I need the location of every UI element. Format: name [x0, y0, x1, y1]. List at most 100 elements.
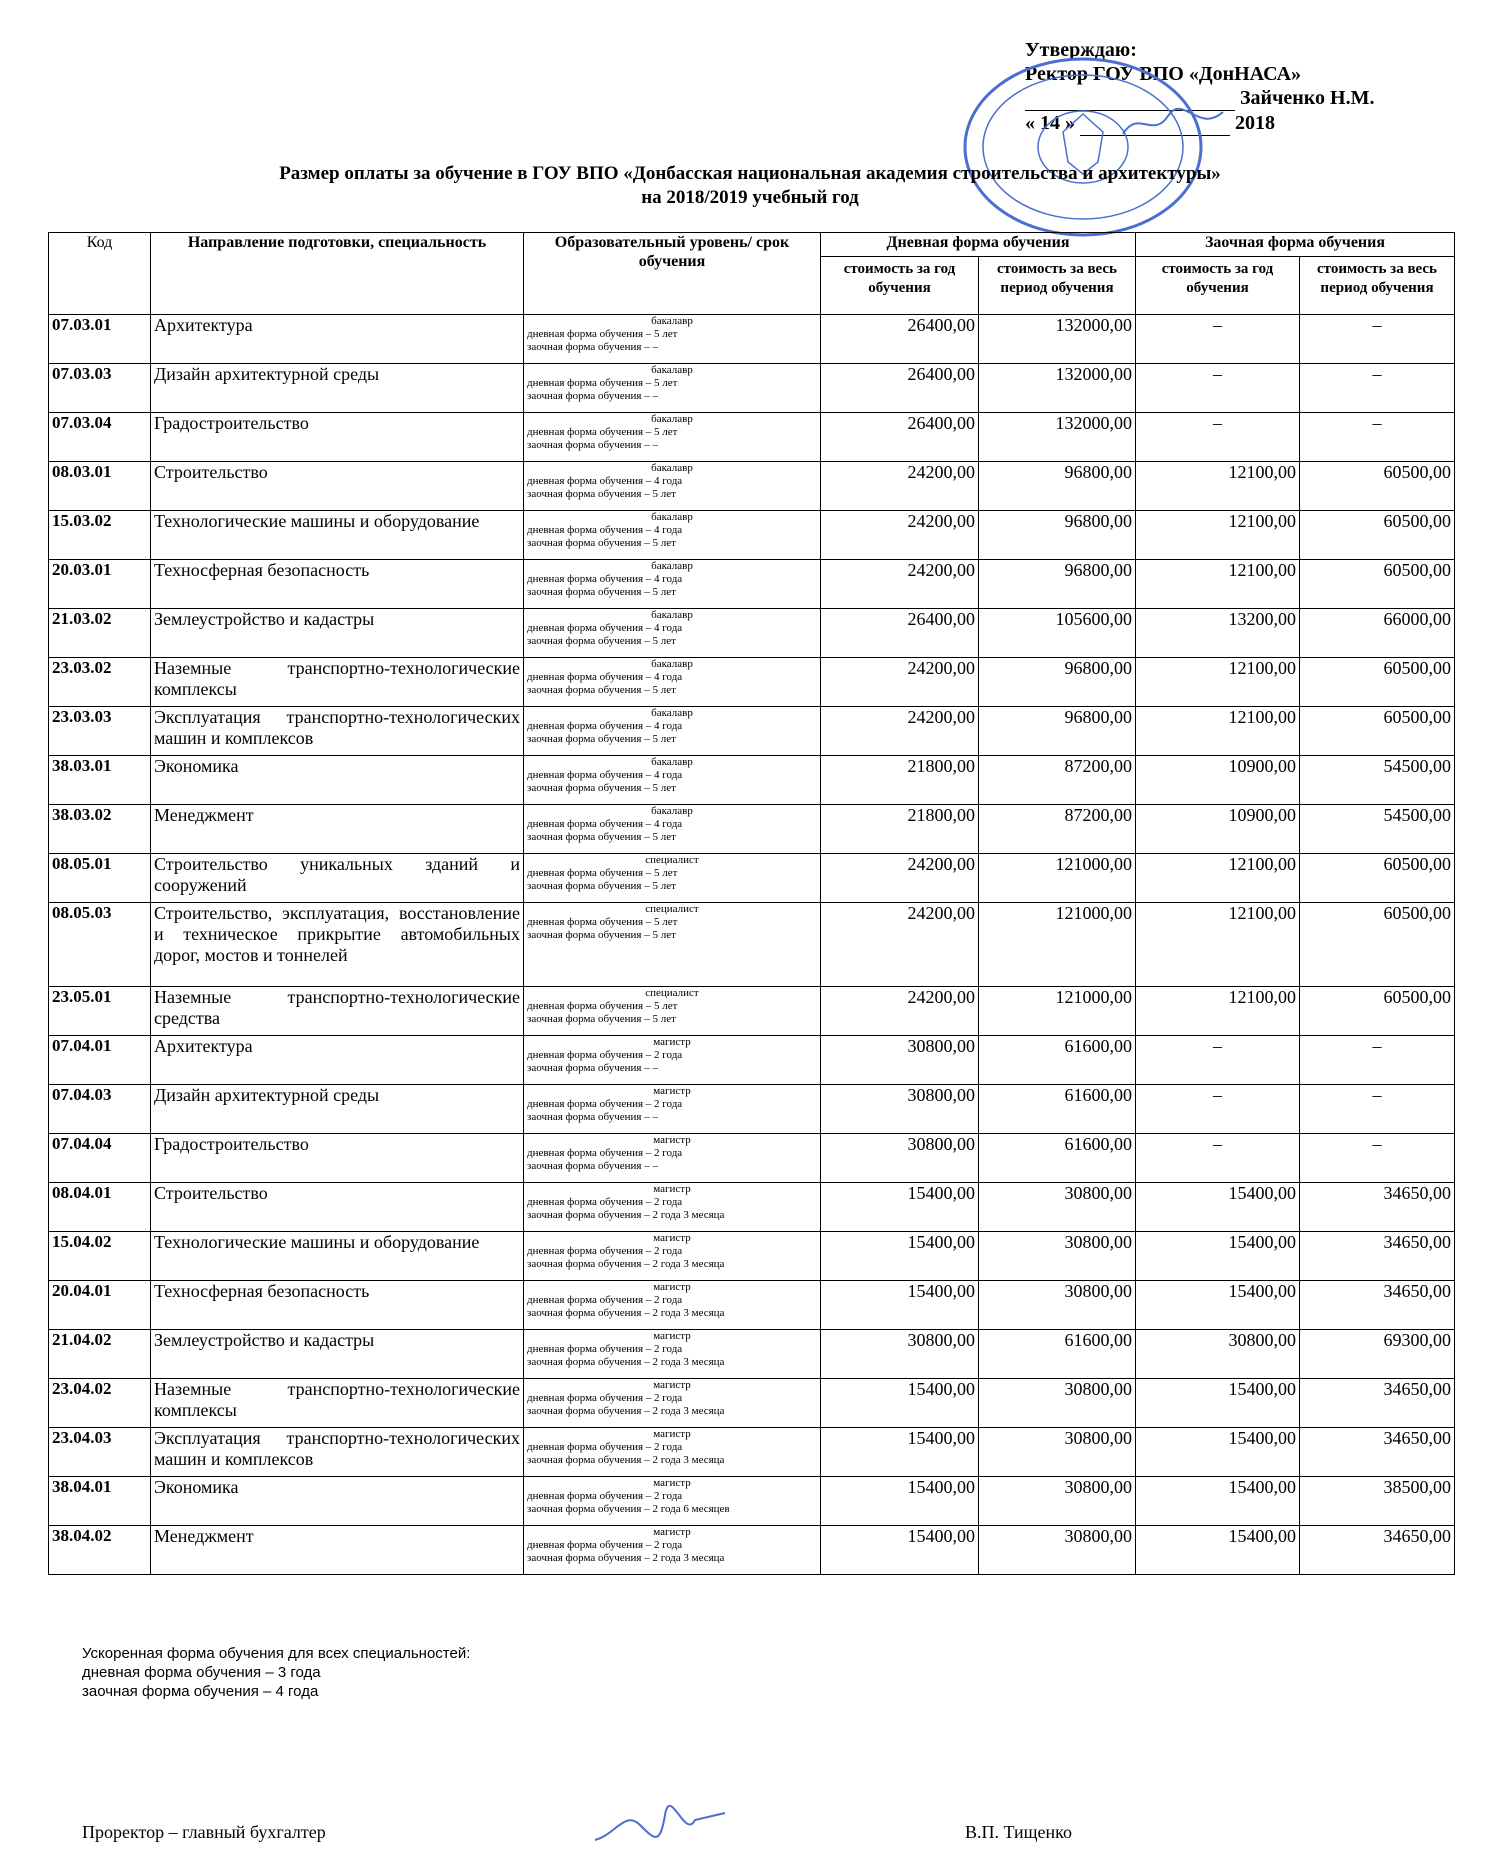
- row-specialty: Техносферная безопасность: [150, 559, 524, 609]
- table-row: 07.03.01 Архитектура бакалавр дневная форма…: [48, 314, 1455, 364]
- row-day-duration: дневная форма обучения – 2 года: [527, 1490, 683, 1502]
- row-ext-duration: заочная форма обучения – 5 лет: [527, 537, 676, 549]
- row-day-duration: дневная форма обучения – 2 года: [527, 1049, 683, 1061]
- row-ext-cost-year: 15400,00: [1135, 1280, 1300, 1330]
- table-row: 08.05.01 Строительство уникальных зданий …: [48, 853, 1455, 903]
- note-line-3: заочная форма обучения – 4 года: [82, 1683, 319, 1700]
- row-degree: специалист: [645, 854, 699, 866]
- row-level: бакалавр дневная форма обучения – 5 лет за…: [523, 314, 821, 364]
- row-level: бакалавр дневная форма обучения – 5 лет за…: [523, 412, 821, 462]
- row-day-cost-period: 61600,00: [978, 1133, 1136, 1183]
- row-day-duration: дневная форма обучения – 4 года: [527, 818, 683, 830]
- row-ext-cost-year: 15400,00: [1135, 1231, 1300, 1281]
- row-ext-cost-year: –: [1135, 314, 1300, 364]
- row-degree: бакалавр: [651, 609, 693, 621]
- row-ext-cost-year: 12100,00: [1135, 853, 1300, 903]
- row-day-duration: дневная форма обучения – 5 лет: [527, 1000, 678, 1012]
- row-day-cost-year: 26400,00: [820, 314, 979, 364]
- row-level: специалист дневная форма обучения – 5 лет…: [523, 853, 821, 903]
- row-degree: бакалавр: [651, 707, 693, 719]
- row-day-cost-period: 96800,00: [978, 461, 1136, 511]
- row-code: 08.05.01: [48, 853, 151, 903]
- row-ext-duration: заочная форма обучения – 5 лет: [527, 880, 676, 892]
- approval-signature: [1122, 107, 1224, 135]
- row-day-cost-year: 15400,00: [820, 1231, 979, 1281]
- table-row: 23.04.02 Наземные транспортно-технологиче…: [48, 1378, 1455, 1428]
- row-level: магистр дневная форма обучения – 2 года за…: [523, 1525, 821, 1575]
- row-ext-cost-period: 60500,00: [1299, 853, 1455, 903]
- row-day-cost-period: 96800,00: [978, 559, 1136, 609]
- row-level: специалист дневная форма обучения – 5 лет…: [523, 986, 821, 1036]
- row-ext-duration: заочная форма обучения – 5 лет: [527, 929, 676, 941]
- row-degree: магистр: [653, 1232, 691, 1244]
- row-day-cost-year: 30800,00: [820, 1133, 979, 1183]
- row-day-duration: дневная форма обучения – 4 года: [527, 622, 683, 634]
- row-ext-cost-period: 34650,00: [1299, 1427, 1455, 1477]
- row-level: магистр дневная форма обучения – 2 года за…: [523, 1231, 821, 1281]
- row-day-cost-period: 30800,00: [978, 1525, 1136, 1575]
- table-row: 07.03.03 Дизайн архитектурной среды бакала…: [48, 363, 1455, 413]
- row-day-cost-year: 24200,00: [820, 902, 979, 987]
- row-day-cost-year: 24200,00: [820, 510, 979, 560]
- row-code: 23.05.01: [48, 986, 151, 1036]
- row-day-cost-period: 132000,00: [978, 363, 1136, 413]
- row-day-cost-year: 15400,00: [820, 1525, 979, 1575]
- row-ext-cost-year: 12100,00: [1135, 986, 1300, 1036]
- row-day-duration: дневная форма обучения – 2 года: [527, 1441, 683, 1453]
- row-day-cost-period: 132000,00: [978, 314, 1136, 364]
- row-day-duration: дневная форма обучения – 4 года: [527, 769, 683, 781]
- row-ext-cost-year: –: [1135, 1133, 1300, 1183]
- table-row: 38.04.02 Менеджмент магистр дневная форма о…: [48, 1525, 1455, 1575]
- row-day-cost-year: 26400,00: [820, 608, 979, 658]
- row-ext-cost-period: –: [1299, 314, 1455, 364]
- row-day-cost-period: 96800,00: [978, 706, 1136, 756]
- row-code: 08.04.01: [48, 1182, 151, 1232]
- header-level: Образовательный уровень/ срок обучения: [523, 232, 821, 315]
- row-day-cost-period: 30800,00: [978, 1231, 1136, 1281]
- table-row: 21.04.02 Землеустройство и кадастры магист…: [48, 1329, 1455, 1379]
- row-ext-cost-year: 12100,00: [1135, 559, 1300, 609]
- row-ext-cost-period: –: [1299, 363, 1455, 413]
- header-ext-cost-year: стоимость за год обучения: [1135, 256, 1300, 315]
- row-ext-cost-period: –: [1299, 1084, 1455, 1134]
- row-specialty: Наземные транспортно-технологические сре…: [150, 986, 524, 1036]
- row-day-duration: дневная форма обучения – 4 года: [527, 475, 683, 487]
- row-day-cost-period: 30800,00: [978, 1378, 1136, 1428]
- row-ext-duration: заочная форма обучения – 2 года 3 месяца: [527, 1454, 725, 1466]
- row-code: 07.03.01: [48, 314, 151, 364]
- row-code: 07.04.03: [48, 1084, 151, 1134]
- row-day-duration: дневная форма обучения – 2 года: [527, 1147, 683, 1159]
- row-level: специалист дневная форма обучения – 5 лет…: [523, 902, 821, 987]
- row-ext-cost-year: 15400,00: [1135, 1182, 1300, 1232]
- approval-position: Ректор ГОУ ВПО «ДонНАСА»: [1025, 63, 1302, 85]
- row-specialty: Землеустройство и кадастры: [150, 608, 524, 658]
- row-degree: магистр: [653, 1036, 691, 1048]
- table-row: 15.04.02 Технологические машины и оборудо…: [48, 1231, 1455, 1281]
- row-ext-cost-year: –: [1135, 412, 1300, 462]
- row-day-cost-period: 30800,00: [978, 1476, 1136, 1526]
- row-ext-duration: заочная форма обучения – 2 года 3 месяца: [527, 1405, 725, 1417]
- row-day-duration: дневная форма обучения – 4 года: [527, 720, 683, 732]
- row-level: бакалавр дневная форма обучения – 4 года з…: [523, 657, 821, 707]
- header-day-form: Дневная форма обучения: [820, 232, 1136, 257]
- table-row: 21.03.02 Землеустройство и кадастры бакала…: [48, 608, 1455, 658]
- row-ext-cost-period: –: [1299, 1035, 1455, 1085]
- document-title: Размер оплаты за обучение в ГОУ ВПО «Дон…: [0, 162, 1500, 210]
- official-seal: [963, 57, 1203, 237]
- row-ext-cost-period: 34650,00: [1299, 1182, 1455, 1232]
- row-ext-duration: заочная форма обучения – 5 лет: [527, 733, 676, 745]
- row-level: бакалавр дневная форма обучения – 4 года з…: [523, 608, 821, 658]
- row-specialty: Эксплуатация транспортно-технологических…: [150, 1427, 524, 1477]
- row-level: магистр дневная форма обучения – 2 года за…: [523, 1084, 821, 1134]
- row-level: бакалавр дневная форма обучения – 4 года з…: [523, 755, 821, 805]
- row-ext-cost-period: –: [1299, 412, 1455, 462]
- row-degree: специалист: [645, 987, 699, 999]
- table-row: 08.05.03 Строительство, эксплуатация, вос…: [48, 902, 1455, 987]
- row-day-cost-period: 96800,00: [978, 510, 1136, 560]
- row-code: 38.04.02: [48, 1525, 151, 1575]
- row-ext-cost-period: 34650,00: [1299, 1280, 1455, 1330]
- table-row: 23.04.03 Эксплуатация транспортно-техноло…: [48, 1427, 1455, 1477]
- row-ext-duration: заочная форма обучения – –: [527, 341, 658, 353]
- table-row: 07.04.03 Дизайн архитектурной среды магист…: [48, 1084, 1455, 1134]
- row-ext-duration: заочная форма обучения – 5 лет: [527, 684, 676, 696]
